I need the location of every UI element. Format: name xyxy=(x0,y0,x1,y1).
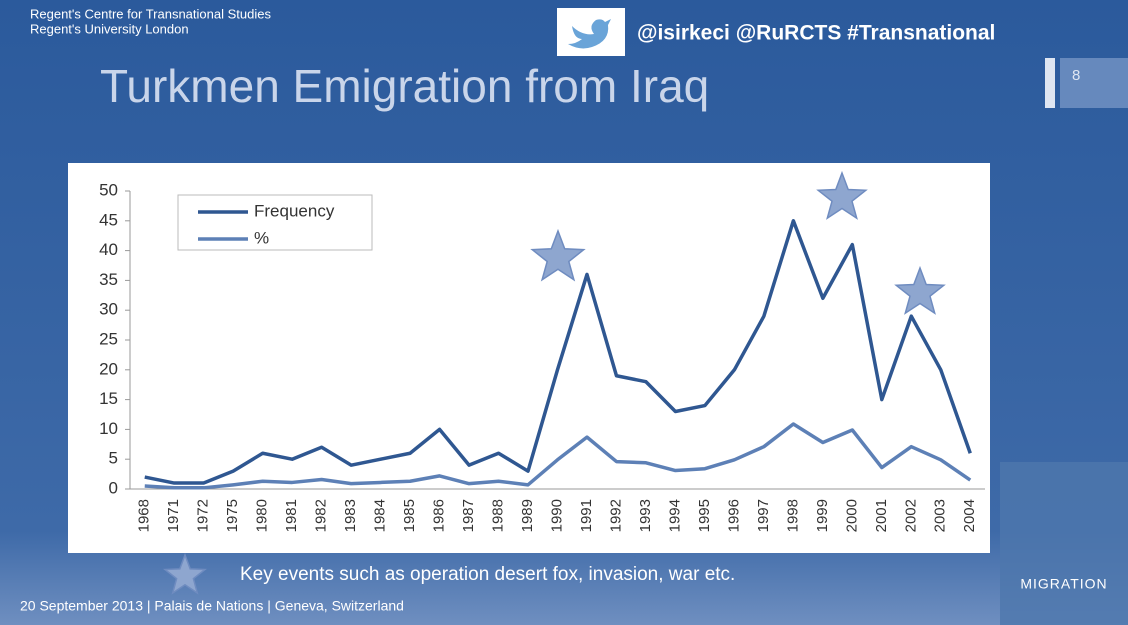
y-tick-label: 45 xyxy=(99,210,118,229)
y-tick-label: 5 xyxy=(109,449,118,468)
x-tick-label: 2002 xyxy=(902,499,919,532)
y-tick-label: 30 xyxy=(99,300,118,319)
x-tick-label: 1983 xyxy=(342,499,359,532)
x-tick-label: 1975 xyxy=(224,499,241,532)
x-tick-label: 1985 xyxy=(401,499,418,532)
page-number-box xyxy=(1060,58,1128,108)
footer: 20 September 2013 | Palais de Nations | … xyxy=(20,598,404,614)
x-tick-label: 1984 xyxy=(372,499,389,532)
x-tick-label: 1994 xyxy=(666,499,683,532)
book-cover xyxy=(1000,462,1128,625)
org-line: Regent's Centre for Transnational Studie… xyxy=(30,6,271,21)
x-tick-label: 1971 xyxy=(165,499,182,532)
y-tick-label: 10 xyxy=(99,419,118,438)
x-tick-label: 1993 xyxy=(637,499,654,532)
twitter-icon-box xyxy=(557,8,625,56)
x-tick-label: 1999 xyxy=(814,499,831,532)
x-tick-label: 1982 xyxy=(313,499,330,532)
slide-title: Turkmen Emigration from Iraq xyxy=(100,60,709,112)
y-tick-label: 0 xyxy=(109,478,118,497)
key-note: Key events such as operation desert fox,… xyxy=(240,564,735,585)
x-tick-label: 1987 xyxy=(460,499,477,532)
org-line: Regent's University London xyxy=(30,21,189,36)
x-tick-label: 1995 xyxy=(696,499,713,532)
x-tick-label: 1972 xyxy=(195,499,212,532)
x-tick-label: 1980 xyxy=(254,499,271,532)
x-tick-label: 2004 xyxy=(961,499,978,532)
x-tick-label: 2000 xyxy=(843,499,860,532)
x-tick-label: 1968 xyxy=(136,499,153,532)
x-tick-label: 1986 xyxy=(431,499,448,532)
twitter-bird xyxy=(568,19,611,49)
series-line xyxy=(144,422,972,490)
x-tick-label: 1990 xyxy=(548,499,565,532)
event-star xyxy=(816,170,868,220)
x-tick-label: 1992 xyxy=(607,499,624,532)
y-tick-label: 15 xyxy=(99,389,118,408)
y-tick-label: 25 xyxy=(99,329,118,348)
x-tick-label: 1991 xyxy=(578,499,595,532)
x-tick-label: 1996 xyxy=(725,499,742,532)
legend-label: Frequency xyxy=(254,201,335,220)
x-tick-label: 1998 xyxy=(784,499,801,532)
y-tick-label: 35 xyxy=(99,270,118,289)
page-number: 8 xyxy=(1072,67,1080,84)
y-tick-label: 20 xyxy=(99,359,118,378)
x-tick-label: 1989 xyxy=(519,499,536,532)
series-line xyxy=(144,219,972,485)
x-tick-label: 1988 xyxy=(490,499,507,532)
x-tick-label: 2003 xyxy=(932,499,949,532)
event-star xyxy=(894,265,946,315)
y-tick-label: 50 xyxy=(99,180,118,199)
legend-label: % xyxy=(254,228,269,247)
key-star xyxy=(162,552,208,595)
event-star xyxy=(530,228,586,282)
x-tick-label: 1981 xyxy=(283,499,300,532)
book-title: MIGRATION xyxy=(1020,576,1107,592)
legend-box xyxy=(177,194,373,251)
x-tick-label: 2001 xyxy=(873,499,890,532)
twitter-handles: @isirkeci @RuRCTS #Transnational xyxy=(637,22,995,45)
page-marker xyxy=(1045,58,1055,108)
x-tick-label: 1997 xyxy=(755,499,772,532)
y-tick-label: 40 xyxy=(99,240,118,259)
